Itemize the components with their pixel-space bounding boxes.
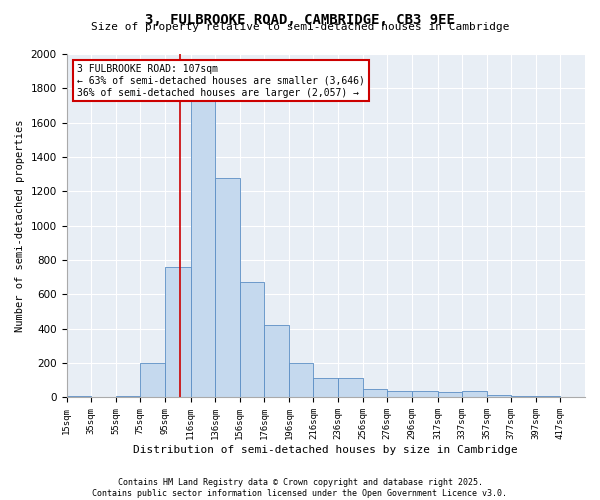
X-axis label: Distribution of semi-detached houses by size in Cambridge: Distribution of semi-detached houses by … (133, 445, 518, 455)
Bar (191, 71, 215, 398)
Bar (215, 178, 240, 398)
Bar (265, 326, 289, 398)
Bar (140, 363, 165, 398)
Bar (165, 267, 191, 398)
Bar (289, 363, 313, 398)
Bar (91, 396, 116, 398)
Bar (313, 378, 338, 398)
Text: Contains HM Land Registry data © Crown copyright and database right 2025.
Contai: Contains HM Land Registry data © Crown c… (92, 478, 508, 498)
Text: Size of property relative to semi-detached houses in Cambridge: Size of property relative to semi-detach… (91, 22, 509, 32)
Bar (412, 390, 437, 398)
Bar (560, 396, 585, 398)
Bar (67, 396, 91, 398)
Bar (338, 378, 362, 398)
Y-axis label: Number of semi-detached properties: Number of semi-detached properties (15, 120, 25, 332)
Bar (362, 389, 387, 398)
Bar (387, 392, 412, 398)
Bar (116, 396, 140, 398)
Text: 3, FULBROOKE ROAD, CAMBRIDGE, CB3 9EE: 3, FULBROOKE ROAD, CAMBRIDGE, CB3 9EE (145, 12, 455, 26)
Bar (462, 390, 487, 398)
Bar (487, 395, 511, 398)
Bar (536, 396, 560, 398)
Bar (511, 396, 536, 398)
Text: 3 FULBROOKE ROAD: 107sqm
← 63% of semi-detached houses are smaller (3,646)
36% o: 3 FULBROOKE ROAD: 107sqm ← 63% of semi-d… (77, 64, 365, 98)
Bar (437, 392, 462, 398)
Bar (240, 282, 265, 398)
